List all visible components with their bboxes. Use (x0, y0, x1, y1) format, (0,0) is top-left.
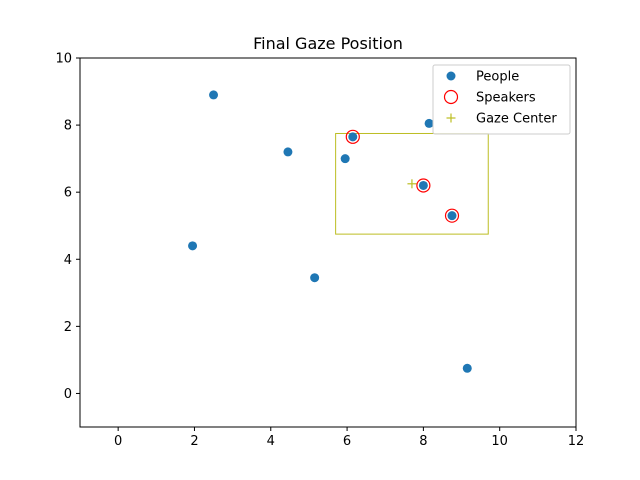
y-tick-label: 4 (64, 253, 72, 268)
people-point (462, 363, 472, 373)
speakers-point (416, 178, 431, 193)
legend-marker-gaze-center (446, 113, 456, 123)
x-tick-label: 0 (114, 434, 122, 449)
legend-marker-people (446, 71, 456, 81)
legend-label-people: People (476, 70, 519, 85)
people-point (209, 90, 219, 100)
axes: 0 2 4 6 8 10 12 0 2 4 6 8 10 (55, 52, 584, 450)
legend: People Speakers Gaze Center (432, 64, 571, 135)
legend-label-speakers: Speakers (476, 91, 536, 106)
x-tick-label: 12 (568, 434, 585, 449)
people-point (283, 147, 293, 157)
people-point (424, 118, 434, 128)
speakers-point (345, 129, 360, 144)
y-tick-label: 8 (64, 119, 72, 134)
legend-label-gaze-center: Gaze Center (476, 112, 557, 127)
x-tick-label: 8 (419, 434, 427, 449)
y-tick-label: 6 (64, 186, 72, 201)
speakers-point (444, 208, 460, 223)
chart-title: Final Gaze Position (253, 34, 403, 53)
plot-area (188, 90, 489, 373)
people-point (418, 180, 428, 190)
x-tick-label: 4 (267, 434, 275, 449)
axes-frame (79, 57, 577, 428)
y-tick-label: 10 (55, 52, 72, 67)
people-point (310, 273, 320, 283)
y-tick-label: 0 (64, 387, 72, 402)
x-tick-label: 10 (491, 434, 508, 449)
y-tick-label: 2 (64, 320, 72, 335)
people-point (348, 132, 358, 142)
people-point (447, 211, 457, 221)
legend-marker-speakers (443, 89, 459, 105)
x-tick-label: 2 (190, 434, 198, 449)
people-point (340, 154, 350, 164)
x-tick-label: 6 (343, 434, 351, 449)
gaze-box (335, 132, 489, 235)
people-point (188, 241, 198, 251)
gaze-center-point (407, 179, 417, 189)
legend-box (432, 64, 571, 135)
